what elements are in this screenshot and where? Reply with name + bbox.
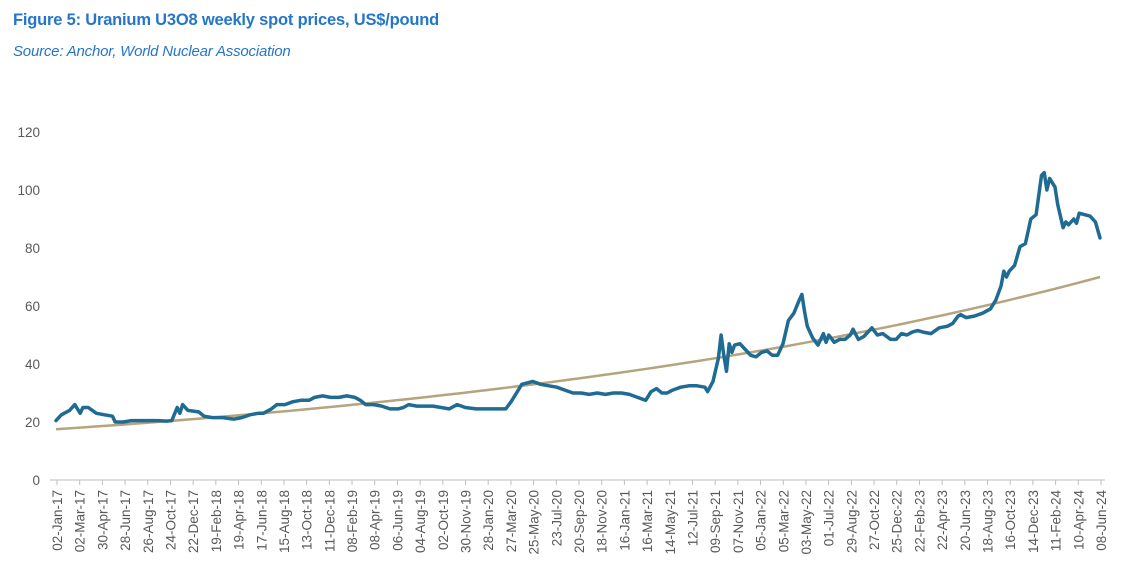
- x-tick-label: 19-Apr-18: [232, 490, 247, 550]
- x-tick-label: 24-Oct-17: [163, 490, 178, 550]
- x-tick-label: 25-May-20: [527, 490, 542, 555]
- x-axis-labels: 02-Jan-17 02-Mar-17 30-Apr-17 28-Jun-17 26-A…: [50, 490, 1109, 555]
- x-tick-label: 03-May-22: [799, 490, 814, 555]
- x-tick-label: 20-Jun-23: [958, 490, 973, 551]
- x-tick-label: 09-Sep-21: [708, 490, 723, 553]
- spot-price-series: [54, 170, 1102, 424]
- x-tick-label: 16-Jan-21: [617, 490, 632, 551]
- x-tick-label: 27-Oct-22: [867, 490, 882, 550]
- y-tick-label: 20: [25, 415, 40, 430]
- x-tick-label: 28-Jun-17: [118, 490, 133, 551]
- y-tick-label: 60: [25, 299, 40, 314]
- x-tick-label: 29-Aug-22: [844, 490, 859, 553]
- x-tick-label: 30-Nov-19: [459, 490, 474, 553]
- x-tick-label: 16-Mar-21: [640, 490, 655, 552]
- x-tick-label: 08-Feb-19: [345, 490, 360, 552]
- x-tick-label: 02-Jan-17: [50, 490, 65, 551]
- y-tick-label: 120: [17, 125, 40, 140]
- x-tick-label: 18-Nov-20: [595, 490, 610, 553]
- x-tick-label: 10-Apr-24: [1071, 490, 1086, 551]
- chart-title: Figure 5: Uranium U3O8 weekly spot price…: [13, 11, 440, 29]
- x-tick-label: 02-Oct-19: [436, 490, 451, 550]
- x-tick-label: 17-Jun-18: [254, 490, 269, 551]
- x-tick-label: 22-Dec-17: [186, 490, 201, 553]
- y-tick-label: 40: [25, 357, 40, 372]
- x-tick-label: 08-Apr-19: [368, 490, 383, 550]
- x-tick-label: 22-Apr-23: [935, 490, 950, 550]
- x-tick-label: 16-Oct-23: [1003, 490, 1018, 550]
- x-tick-label: 26-Aug-17: [141, 490, 156, 553]
- x-tick-label: 23-Jul-20: [549, 490, 564, 546]
- x-tick-label: 18-Aug-23: [981, 490, 996, 553]
- x-tick-label: 04-Aug-19: [413, 490, 428, 553]
- x-tick-label: 14-Dec-23: [1026, 490, 1041, 553]
- trend-line-series: [55, 275, 1101, 431]
- x-tick-label: 28-Jan-20: [481, 490, 496, 551]
- y-axis-labels: 0 20 40 60 80 100 120: [17, 125, 40, 488]
- x-tick-label: 22-Feb-23: [912, 490, 927, 552]
- x-tick-label: 05-Mar-22: [776, 490, 791, 552]
- y-tick-label: 0: [32, 473, 40, 488]
- x-tick-label: 27-Mar-20: [504, 490, 519, 552]
- x-axis-ticks: [56, 480, 1102, 485]
- x-tick-label: 19-Feb-18: [209, 490, 224, 552]
- x-tick-label: 01-Jul-22: [822, 490, 837, 546]
- x-tick-label: 13-Oct-18: [300, 490, 315, 550]
- x-tick-label: 14-May-21: [663, 490, 678, 555]
- x-tick-label: 05-Jan-22: [754, 490, 769, 551]
- x-tick-label: 12-Jul-21: [685, 490, 700, 546]
- x-tick-label: 07-Nov-21: [731, 490, 746, 553]
- chart-source: Source: Anchor, World Nuclear Associatio…: [13, 43, 291, 60]
- x-tick-label: 25-Dec-22: [890, 490, 905, 553]
- x-tick-label: 20-Sep-20: [572, 490, 587, 553]
- x-tick-label: 06-Jun-19: [390, 490, 405, 551]
- x-tick-label: 08-Jun-24: [1094, 490, 1109, 551]
- x-tick-label: 11-Feb-24: [1049, 490, 1064, 552]
- y-tick-label: 100: [17, 183, 40, 198]
- x-tick-label: 30-Apr-17: [95, 490, 110, 550]
- x-tick-label: 11-Dec-18: [322, 490, 337, 552]
- x-tick-label: 15-Aug-18: [277, 490, 292, 553]
- y-tick-label: 80: [25, 241, 40, 256]
- x-tick-label: 02-Mar-17: [73, 490, 88, 552]
